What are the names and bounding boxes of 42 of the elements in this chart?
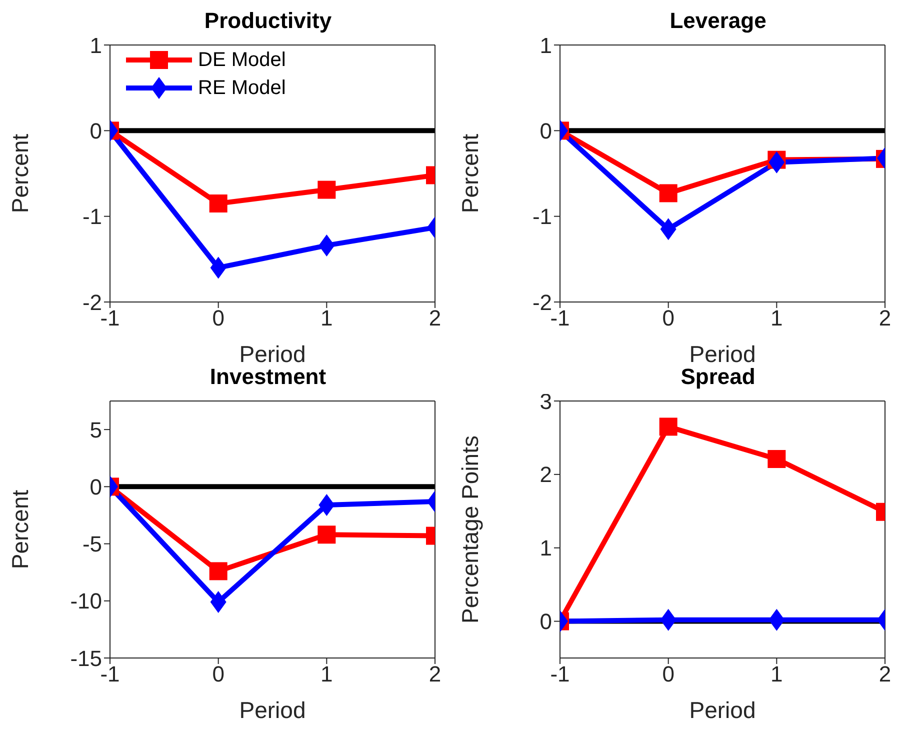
x-axis-title: Period <box>689 697 756 723</box>
x-tick-label: 1 <box>320 662 333 687</box>
x-axis-title: Period <box>689 341 756 367</box>
y-tick-label: -5 <box>82 532 102 557</box>
x-tick-label: 2 <box>428 306 442 331</box>
x-tick-label: 0 <box>212 306 224 331</box>
y-axis-title: Percent <box>7 489 34 570</box>
y-tick-label: 1 <box>540 536 552 561</box>
y-tick-label: 0 <box>90 118 102 144</box>
y-axis-title: Percent <box>457 133 484 214</box>
x-axis-title: Period <box>239 341 306 367</box>
y-tick-label: 1 <box>540 32 552 58</box>
x-tick-label: 1 <box>770 306 783 331</box>
x-tick-label: 1 <box>770 662 783 687</box>
y-tick-label: 2 <box>540 462 552 488</box>
chart-title: Leverage <box>670 8 766 33</box>
x-tick-label: 0 <box>662 306 674 331</box>
y-tick-label: 5 <box>90 417 102 442</box>
chart-title: Investment <box>208 364 328 391</box>
x-tick-label: 1 <box>320 306 333 331</box>
legend-label: RE Model <box>198 76 286 100</box>
x-tick-label: 2 <box>878 306 892 331</box>
x-tick-label: 0 <box>662 662 674 687</box>
y-axis-title: Percent <box>7 133 34 214</box>
x-tick-label: 2 <box>428 662 442 687</box>
chart-title: Spread <box>680 364 756 389</box>
y-tick-label: -2 <box>532 290 552 315</box>
y-tick-label: -15 <box>70 646 102 671</box>
y-tick-label: 1 <box>90 32 102 58</box>
y-tick-label: -1 <box>82 204 102 230</box>
y-tick-label: -10 <box>70 588 102 614</box>
y-axis-title: Percentage Points <box>457 436 484 624</box>
y-tick-label: 0 <box>90 474 102 500</box>
x-tick-label: 0 <box>212 662 224 687</box>
y-tick-label: 0 <box>540 118 552 144</box>
y-tick-label: 0 <box>540 609 552 634</box>
legend-label: DE Model <box>198 48 286 72</box>
x-tick-label: 2 <box>878 662 892 687</box>
y-tick-label: -2 <box>82 290 102 315</box>
x-axis-title: Period <box>239 697 306 723</box>
y-tick-label: -1 <box>532 204 552 230</box>
chart-title: Productivity <box>204 8 332 33</box>
